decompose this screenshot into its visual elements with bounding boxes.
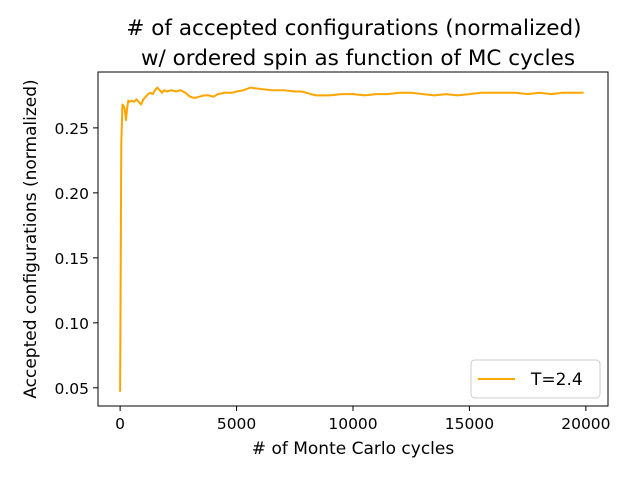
legend: T=2.4 — [470, 359, 601, 399]
x-tick-label: 5000 — [217, 415, 256, 433]
plot-area — [119, 86, 584, 392]
chart-title-line-1: # of accepted configurations (normalized… — [126, 16, 581, 41]
x-tick-label: 10000 — [328, 415, 377, 433]
y-tick-label: 0.20 — [54, 185, 89, 203]
y-tick-label: 0.15 — [54, 250, 89, 268]
axes-frame — [97, 71, 609, 407]
x-tick-label: 15000 — [445, 415, 494, 433]
legend-label: T=2.4 — [530, 370, 583, 390]
y-tick-label: 0.10 — [54, 315, 89, 333]
x-tick-label: 0 — [115, 415, 125, 433]
y-tick-label: 0.25 — [54, 120, 89, 138]
legend-box — [470, 359, 601, 399]
y-axis-label: Accepted configurations (normalized) — [21, 79, 41, 398]
x-tick-label: 20000 — [561, 415, 610, 433]
series-line-0 — [119, 86, 584, 392]
axis-ticks: 0 5000 10000 15000 20000 0.05 0.10 0.15 0.20 0.25 — [54, 120, 610, 433]
y-tick-label: 0.05 — [54, 380, 89, 398]
chart-title-line-2: w/ ordered spin as function of MC cycles — [141, 46, 575, 71]
x-axis-label: # of Monte Carlo cycles — [252, 439, 455, 459]
